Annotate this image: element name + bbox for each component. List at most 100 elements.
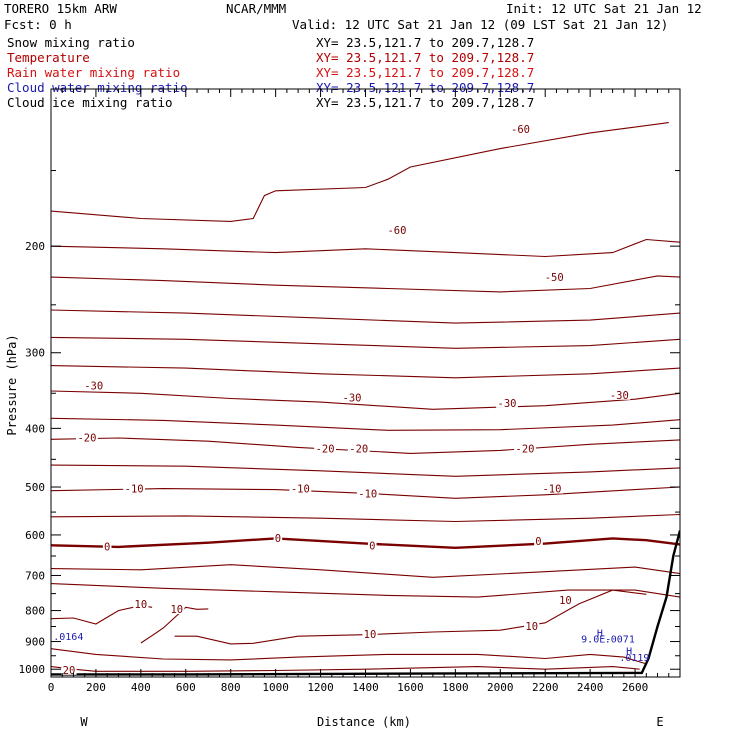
contour-label-bg [514, 442, 536, 454]
field-xy-temperature: XY= 23.5,121.7 to 209.7,128.7 [316, 50, 534, 65]
field-xy-cloud-water: XY= 23.5,121.7 to 209.7,128.7 [316, 80, 534, 95]
y-tick-label: 300 [25, 347, 45, 360]
temperature-contour-label: 10 [559, 595, 572, 607]
field-xy-rain: XY= 23.5,121.7 to 209.7,128.7 [316, 65, 534, 80]
temperature-contour-m40 [51, 336, 680, 349]
x-tick-label: 400 [131, 681, 151, 694]
temperature-contour-label: -30 [498, 398, 517, 410]
east-end-label: E [656, 715, 663, 729]
temperature-contour-label: 10 [170, 604, 183, 616]
contour-label-bg [61, 663, 77, 675]
temperature-contour-m50 [51, 275, 680, 293]
temperature-contour-m45 [51, 309, 680, 324]
valid-time: Valid: 12 UTC Sat 21 Jan 12 (09 LST Sat … [292, 17, 668, 32]
temperature-contour-label: 0 [104, 542, 110, 554]
field-name-cloud-water: Cloud water mixing ratio [7, 80, 188, 95]
temperature-contour-m10 [51, 486, 680, 499]
y-tick-label: 700 [25, 569, 45, 582]
field-name-snow: Snow mixing ratio [7, 35, 135, 50]
y-axis-title: Pressure (hPa) [5, 334, 19, 435]
temperature-contour-m5 [51, 513, 680, 523]
contour-label-bg [76, 431, 98, 443]
temperature-contour-label: -20 [77, 432, 96, 444]
y-tick-label: 1000 [19, 663, 46, 676]
temperature-contour-10 [140, 606, 209, 644]
contour-label-bg [273, 531, 283, 543]
temperature-contour-m60 [51, 122, 669, 222]
x-tick-label: 200 [86, 681, 106, 694]
contour-label-bg [367, 539, 377, 551]
init-time: Init: 12 UTC Sat 21 Jan 12 [506, 1, 702, 16]
contour-label-bg [82, 379, 105, 391]
temperature-contour-label: -50 [545, 272, 564, 284]
contour-label-bg [362, 628, 378, 640]
contour-label-bg [386, 223, 408, 235]
temperature-contour-15 [51, 648, 647, 665]
temperature-contour-m30 [51, 390, 680, 410]
west-end-label: W [80, 715, 88, 729]
y-tick-label: 200 [25, 240, 45, 253]
contour-label-bg [347, 442, 370, 454]
x-tick-label: 1000 [262, 681, 289, 694]
x-tick-label: 2600 [622, 681, 649, 694]
cloud-water-annotation: 9.0E- [581, 635, 611, 646]
contour-label-bg [341, 391, 363, 403]
temperature-contour-0 [51, 537, 680, 550]
temperature-contour-label: 0 [369, 540, 375, 552]
field-xy-cloud-ice: XY= 23.5,121.7 to 209.7,128.7 [316, 95, 534, 110]
x-axis-title: Distance (km) [317, 715, 411, 729]
x-tick-label: 1600 [397, 681, 424, 694]
plot-area: -60 -60 -50 -30 -30 -30 -30 -20 -20 -20 -20 -10 -10 -… [19, 88, 681, 694]
field-name-temperature: Temperature [7, 50, 90, 65]
temperature-contour-label: 0 [275, 533, 281, 545]
contour-label-bg [102, 540, 112, 552]
cloud-water-annotation: .0119 [619, 653, 649, 664]
figure-header: TORERO 15km ARW NCAR/MMM Init: 12 UTC Sa… [4, 1, 702, 110]
y-tick-label: 900 [25, 636, 45, 649]
x-tick-label: 1200 [307, 681, 334, 694]
x-tick-label: 2000 [487, 681, 514, 694]
model-title: TORERO 15km ARW [4, 1, 117, 16]
temperature-contour-label: -10 [358, 488, 377, 500]
contour-label-bg [541, 482, 563, 494]
temperature-contour-label: -20 [349, 444, 368, 456]
x-tick-label: 0 [48, 681, 55, 694]
temperature-contour-m15 [51, 464, 680, 477]
temperature-contour-label: 10 [135, 599, 148, 611]
x-tick-label: 1400 [352, 681, 379, 694]
temperature-contour-label: 10 [525, 621, 538, 633]
temperature-contour-label: -20 [516, 444, 535, 456]
contour-label-bg [557, 593, 574, 605]
temperature-contour-m35 [51, 365, 680, 379]
center-name: NCAR/MMM [226, 1, 286, 16]
cloud-water-annotation: .0164 [53, 632, 83, 643]
contour-label-bg [356, 487, 379, 499]
temperature-contour-10 [174, 589, 647, 645]
y-tick-label: 800 [25, 605, 45, 618]
y-tick-label: 600 [25, 529, 45, 542]
temperature-contour-5 [51, 564, 680, 578]
temperature-contour-label: 0 [535, 536, 541, 548]
temperature-contour-m55 [51, 238, 680, 258]
temperature-contour-label: -10 [291, 484, 310, 496]
temperature-contour-label: -60 [511, 124, 530, 136]
temperature-contour-label: -30 [84, 381, 103, 393]
temperature-contour-label: -30 [343, 393, 362, 405]
contour-label-bg [169, 602, 185, 614]
temperature-contour-m25 [51, 417, 680, 431]
x-tick-label: 2400 [577, 681, 604, 694]
contour-label-bg [133, 597, 149, 609]
contour-label-bg [534, 535, 543, 547]
contour-label-bg [608, 388, 631, 400]
contour-label-bg [509, 122, 532, 134]
y-tick-label: 400 [25, 422, 45, 435]
field-xy-snow: XY= 23.5,121.7 to 209.7,128.7 [316, 35, 534, 50]
x-tick-label: 1800 [442, 681, 469, 694]
temperature-contour-label: -30 [610, 390, 629, 402]
temperature-contour-label: -10 [125, 484, 144, 496]
forecast-hour: Fcst: 0 h [4, 17, 72, 32]
x-tick-label: 800 [221, 681, 241, 694]
contour-label-bg [289, 482, 312, 494]
x-tick-label: 600 [176, 681, 196, 694]
